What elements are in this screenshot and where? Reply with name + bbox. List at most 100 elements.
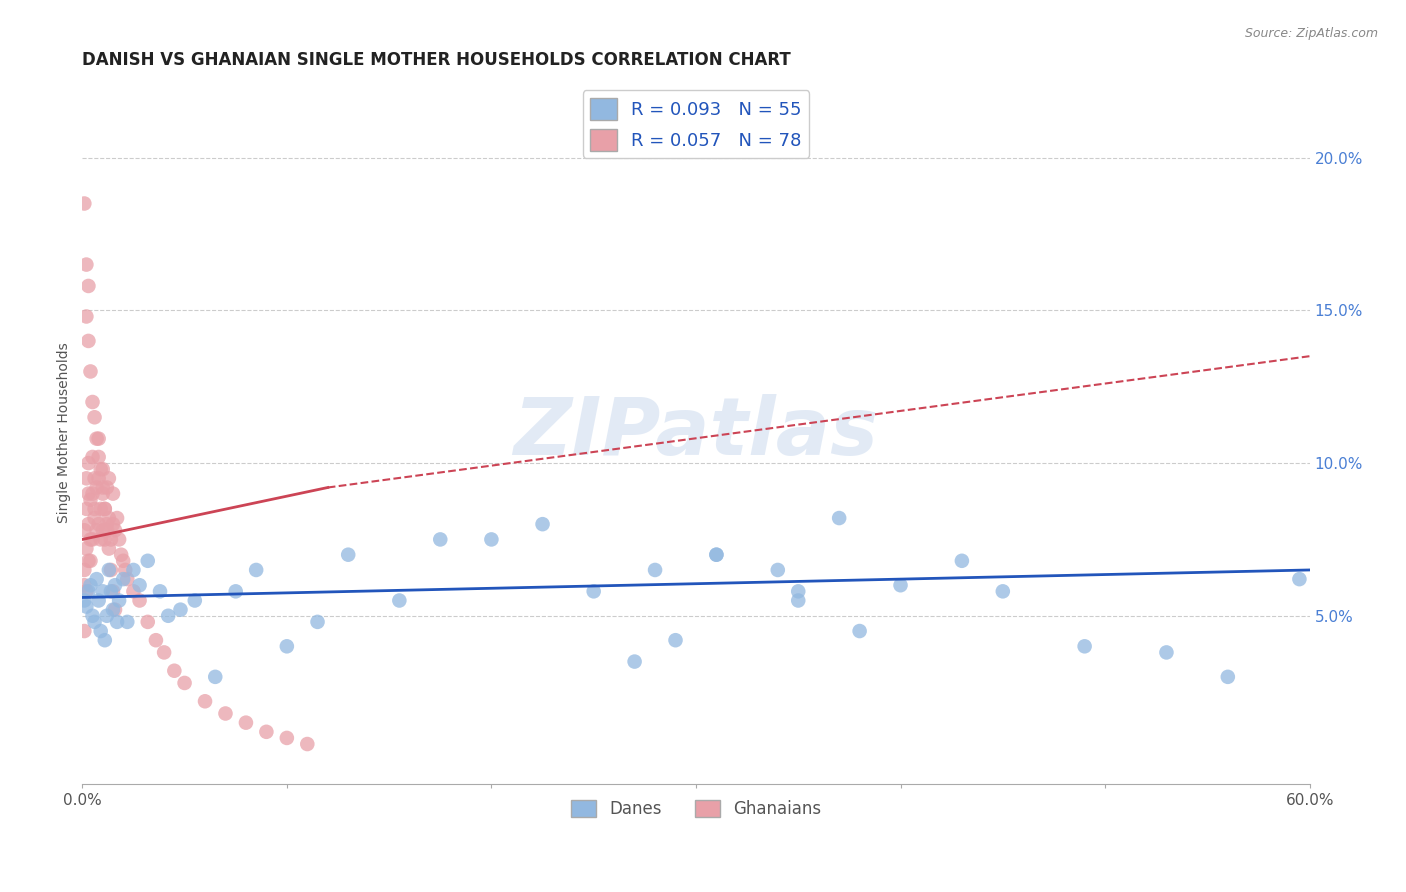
Point	[97, 511, 120, 525]
Point	[706, 548, 728, 562]
Point	[90, 624, 112, 638]
Point	[157, 608, 180, 623]
Point	[117, 572, 139, 586]
Point	[82, 450, 104, 464]
Point	[75, 584, 97, 599]
Point	[75, 599, 97, 614]
Point	[1073, 640, 1095, 654]
Point	[388, 593, 411, 607]
Point	[163, 664, 186, 678]
Point	[83, 502, 105, 516]
Point	[73, 593, 96, 607]
Point	[94, 502, 117, 516]
Point	[79, 578, 101, 592]
Point	[108, 593, 131, 607]
Point	[307, 615, 329, 629]
Point	[83, 615, 105, 629]
Point	[86, 523, 108, 537]
Point	[86, 572, 108, 586]
Point	[184, 593, 207, 607]
Point	[112, 554, 135, 568]
Point	[73, 578, 96, 592]
Point	[101, 584, 124, 599]
Point	[105, 615, 128, 629]
Point	[87, 593, 110, 607]
Point	[77, 554, 100, 568]
Point	[991, 584, 1014, 599]
Point	[145, 633, 167, 648]
Point	[117, 615, 139, 629]
Point	[104, 523, 127, 537]
Point	[79, 364, 101, 378]
Point	[100, 563, 122, 577]
Point	[97, 471, 120, 485]
Point	[87, 450, 110, 464]
Point	[153, 645, 176, 659]
Point	[1288, 572, 1310, 586]
Point	[97, 541, 120, 556]
Point	[90, 502, 112, 516]
Point	[429, 533, 451, 547]
Point	[90, 462, 112, 476]
Point	[787, 584, 810, 599]
Point	[214, 706, 236, 721]
Point	[82, 608, 104, 623]
Point	[94, 533, 117, 547]
Point	[225, 584, 247, 599]
Point	[848, 624, 870, 638]
Point	[86, 432, 108, 446]
Point	[73, 196, 96, 211]
Point	[73, 523, 96, 537]
Point	[582, 584, 605, 599]
Point	[623, 655, 645, 669]
Point	[481, 533, 503, 547]
Point	[77, 334, 100, 348]
Point	[75, 258, 97, 272]
Point	[75, 541, 97, 556]
Point	[254, 724, 277, 739]
Point	[105, 511, 128, 525]
Point	[828, 511, 851, 525]
Point	[82, 395, 104, 409]
Point	[101, 517, 124, 532]
Point	[77, 456, 100, 470]
Point	[82, 486, 104, 500]
Point	[122, 563, 145, 577]
Point	[77, 486, 100, 500]
Point	[108, 533, 131, 547]
Point	[173, 676, 195, 690]
Point	[83, 511, 105, 525]
Point	[91, 481, 114, 495]
Point	[136, 615, 159, 629]
Point	[766, 563, 789, 577]
Point	[91, 462, 114, 476]
Point	[128, 593, 150, 607]
Point	[194, 694, 217, 708]
Point	[204, 670, 226, 684]
Point	[169, 602, 191, 616]
Point	[297, 737, 319, 751]
Point	[337, 548, 360, 562]
Point	[245, 563, 267, 577]
Point	[706, 548, 728, 562]
Point	[96, 523, 118, 537]
Point	[73, 624, 96, 638]
Point	[87, 471, 110, 485]
Text: Source: ZipAtlas.com: Source: ZipAtlas.com	[1244, 27, 1378, 40]
Point	[91, 486, 114, 500]
Point	[104, 602, 127, 616]
Point	[83, 410, 105, 425]
Point	[87, 432, 110, 446]
Point	[90, 533, 112, 547]
Point	[75, 310, 97, 324]
Point	[94, 633, 117, 648]
Point	[86, 481, 108, 495]
Point	[96, 517, 118, 532]
Point	[91, 584, 114, 599]
Point	[77, 517, 100, 532]
Y-axis label: Single Mother Households: Single Mother Households	[58, 343, 72, 523]
Point	[889, 578, 911, 592]
Point	[276, 640, 298, 654]
Point	[114, 563, 136, 577]
Point	[83, 471, 105, 485]
